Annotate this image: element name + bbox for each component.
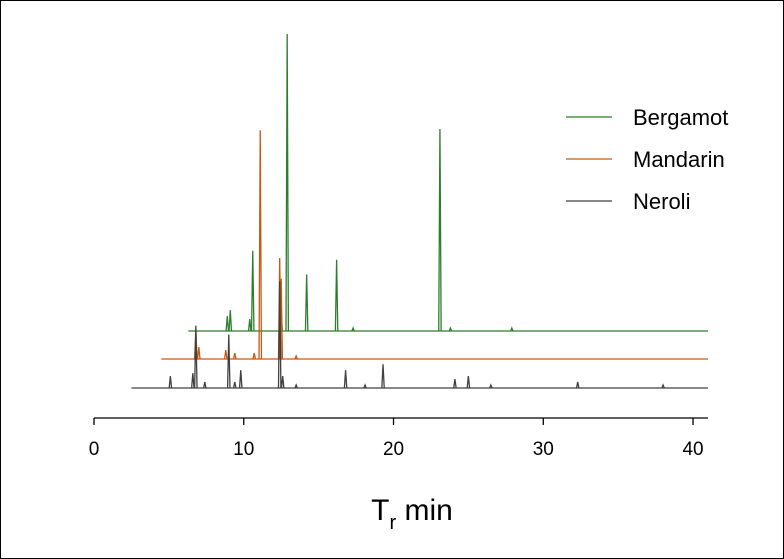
peak-neroli [363,383,367,389]
x-tick-label: 40 [682,439,703,460]
peak-bergamot [351,326,355,332]
x-tick-label: 10 [233,439,254,460]
peak-bergamot [510,326,514,332]
peak-mandarin [294,354,298,360]
trace-bergamot [188,33,708,332]
x-ticks: 0 10 20 30 40 [89,418,704,460]
peak-neroli [343,370,348,389]
peak-neroli [226,334,231,389]
peak-neroli [190,373,195,389]
legend: Bergamot Mandarin Neroli [566,105,728,214]
peak-bergamot [285,33,290,332]
peak-neroli [232,381,237,389]
peak-neroli [575,381,580,389]
peak-mandarin [196,347,201,360]
x-axis-title-main: T [371,494,389,527]
peak-neroli [193,325,198,389]
peak-neroli [168,376,173,389]
peak-neroli [453,379,457,389]
chromatogram-traces [131,33,708,389]
peak-neroli [202,381,207,389]
peak-bergamot [334,259,339,332]
peak-bergamot [304,274,309,332]
trace-neroli [131,281,708,389]
peak-mandarin [258,130,263,360]
peak-bergamot [250,250,255,332]
peak-neroli [280,376,285,389]
x-tick-label: 30 [533,439,554,460]
peak-mandarin [252,352,257,360]
peak-neroli [489,383,493,389]
peak-bergamot [247,319,252,332]
x-axis: 0 10 20 30 40 [89,417,708,460]
x-axis-title-unit: min [396,494,453,527]
peak-neroli [661,383,665,389]
peak-mandarin [232,352,237,360]
legend-label-bergamot: Bergamot [633,105,728,130]
peak-neroli [381,364,385,389]
trace-mandarin [161,130,708,360]
peak-bergamot [448,326,453,332]
x-tick-label: 0 [89,439,100,460]
x-axis-title-subscript: r [389,512,396,534]
legend-label-mandarin: Mandarin [633,147,725,172]
peak-neroli [277,281,282,389]
peak-bergamot [225,316,230,332]
peak-neroli [294,383,298,389]
x-axis-title: Tr min [371,494,453,534]
peak-neroli [466,376,471,389]
legend-label-neroli: Neroli [633,189,690,214]
peak-mandarin [223,350,228,360]
peak-bergamot [438,129,442,332]
x-tick-label: 20 [383,439,404,460]
peak-neroli [238,370,243,389]
peak-bergamot [228,310,233,332]
